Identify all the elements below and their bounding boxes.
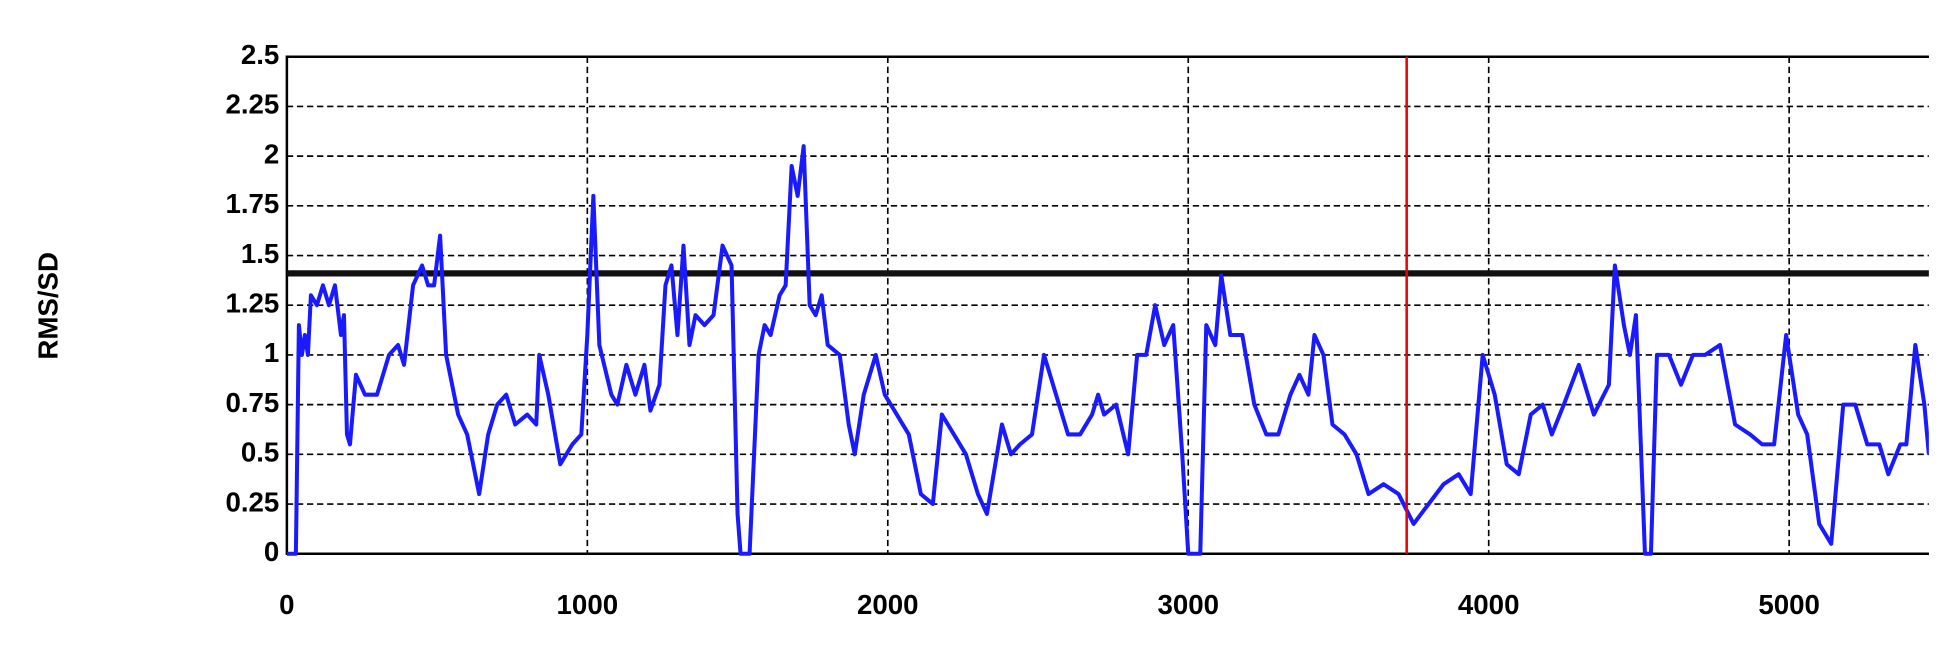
y-tick-label: 1.5: [241, 238, 279, 269]
y-tick-label: 1.75: [225, 188, 279, 219]
x-tick-label: 2000: [857, 589, 919, 620]
x-tick-label: 5000: [1758, 589, 1820, 620]
y-tick-label: 0.5: [241, 437, 279, 468]
y-tick-label: 0.25: [225, 486, 279, 517]
y-tick-label: 1.25: [225, 288, 279, 319]
y-axis-label: RMS/SD: [33, 252, 64, 360]
x-tick-label: 0: [279, 589, 294, 620]
data-line: [286, 144, 1929, 556]
y-tick-label: 1: [264, 337, 279, 368]
y-tick-label: 0.75: [225, 387, 279, 418]
y-tick-label: 0: [264, 536, 279, 567]
y-tick-label: 2: [264, 138, 279, 169]
x-tick-label: 1000: [557, 589, 619, 620]
x-tick-label: 3000: [1157, 589, 1219, 620]
axis-frame: [285, 55, 1929, 555]
y-tick-label: 2.5: [241, 39, 279, 70]
y-tick-label: 2.25: [225, 89, 279, 120]
x-tick-label: 4000: [1458, 589, 1520, 620]
